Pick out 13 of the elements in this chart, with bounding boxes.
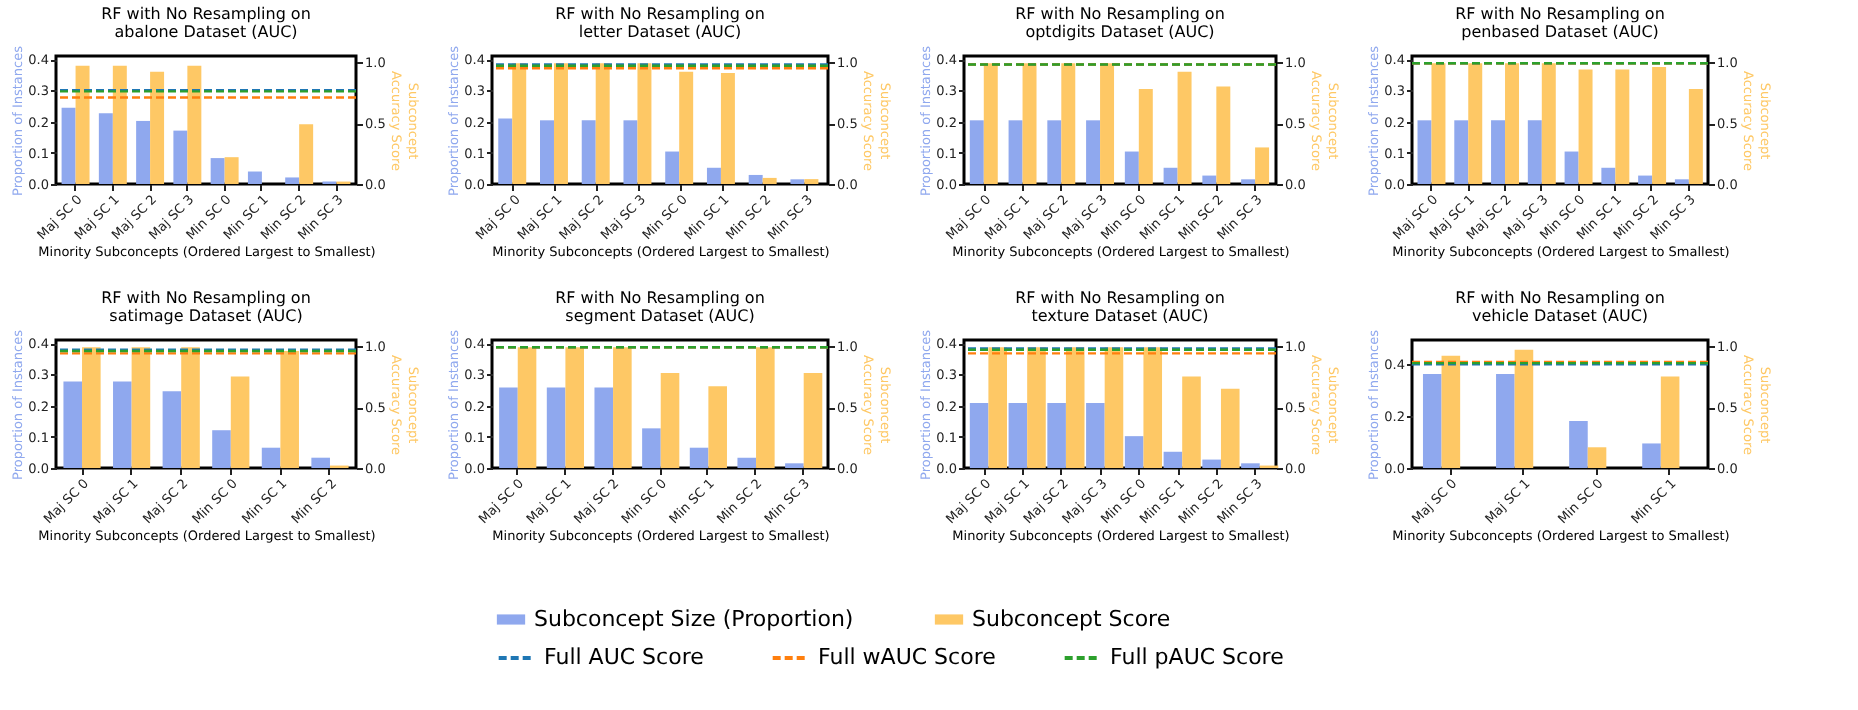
- chart-title: RF with No Resampling on texture Dataset (AUC): [1015, 289, 1225, 326]
- chart-title: RF with No Resampling on segment Dataset (AUC): [555, 289, 765, 326]
- legend-label: Subconcept Score: [972, 605, 1171, 632]
- chart-title: RF with No Resampling on abalone Dataset (AUC): [101, 5, 311, 42]
- chart-title: RF with No Resampling on satimage Dataset (AUC): [101, 289, 311, 326]
- chart-title: RF with No Resampling on optdigits Dataset (AUC): [1015, 5, 1225, 42]
- legend-label: Full pAUC Score: [1110, 644, 1285, 670]
- legend-label: Subconcept Size (Proportion): [534, 605, 854, 632]
- legend-label: Full AUC Score: [544, 644, 705, 670]
- chart-title: RF with No Resampling on letter Dataset (AUC): [555, 5, 765, 42]
- chart-title: RF with No Resampling on vehicle Dataset (AUC): [1455, 289, 1665, 326]
- legend-label: Full wAUC Score: [818, 644, 997, 670]
- chart-title: RF with No Resampling on penbased Dataset (AUC): [1455, 5, 1665, 42]
